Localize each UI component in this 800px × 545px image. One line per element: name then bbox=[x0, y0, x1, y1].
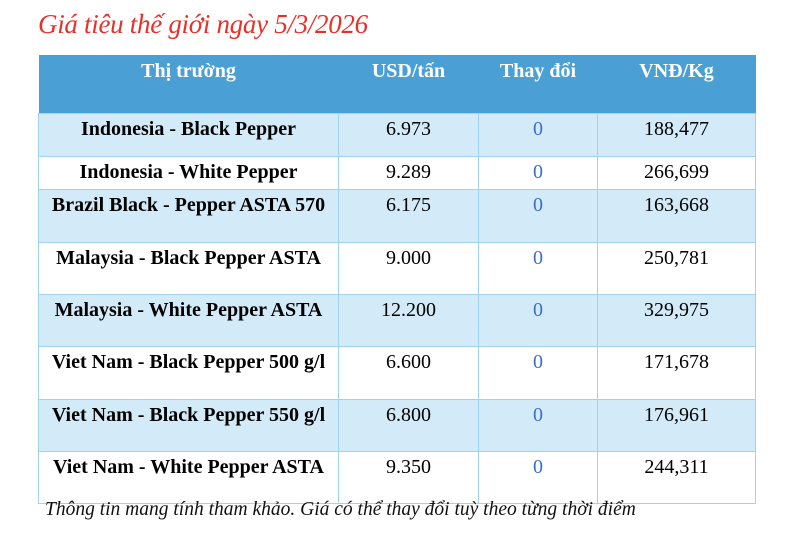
change-cell: 0 bbox=[478, 113, 598, 157]
change-cell: 0 bbox=[478, 189, 598, 243]
usd-price-cell: 9.000 bbox=[338, 242, 479, 295]
table-header: Thị trường USD/tấn Thay đổi VNĐ/Kg bbox=[38, 55, 756, 114]
column-header-usd: USD/tấn bbox=[338, 55, 479, 114]
usd-price-cell: 6.175 bbox=[338, 189, 479, 243]
market-cell: Malaysia - Black Pepper ASTA bbox=[38, 242, 339, 295]
table-row: Indonesia - Black Pepper 6.973 0 188,477 bbox=[38, 113, 756, 157]
market-cell: Malaysia - White Pepper ASTA bbox=[38, 294, 339, 347]
market-cell: Indonesia - White Pepper bbox=[38, 156, 339, 190]
table-row: Malaysia - Black Pepper ASTA 9.000 0 250,78… bbox=[38, 242, 756, 295]
vnd-price-cell: 176,961 bbox=[597, 399, 756, 452]
market-cell: Viet Nam - Black Pepper 550 g/l bbox=[38, 399, 339, 452]
vnd-price-cell: 329,975 bbox=[597, 294, 756, 347]
vnd-price-cell: 188,477 bbox=[597, 113, 756, 157]
usd-price-cell: 12.200 bbox=[338, 294, 479, 347]
table-row: Viet Nam - Black Pepper 500 g/l 6.600 0 171… bbox=[38, 346, 756, 400]
change-cell: 0 bbox=[478, 399, 598, 452]
market-cell: Viet Nam - Black Pepper 500 g/l bbox=[38, 346, 339, 400]
change-cell: 0 bbox=[478, 294, 598, 347]
change-cell: 0 bbox=[478, 451, 598, 504]
market-cell: Brazil Black - Pepper ASTA 570 bbox=[38, 189, 339, 243]
usd-price-cell: 6.973 bbox=[338, 113, 479, 157]
usd-price-cell: 9.350 bbox=[338, 451, 479, 504]
table-row: Viet Nam - White Pepper ASTA 9.350 0 244,31… bbox=[38, 451, 756, 504]
vnd-price-cell: 171,678 bbox=[597, 346, 756, 400]
usd-price-cell: 9.289 bbox=[338, 156, 479, 190]
market-cell: Viet Nam - White Pepper ASTA bbox=[38, 451, 339, 504]
vnd-price-cell: 163,668 bbox=[597, 189, 756, 243]
table-row: Brazil Black - Pepper ASTA 570 6.175 0 163,… bbox=[38, 189, 756, 243]
disclaimer-note: Thông tin mang tính tham khảo. Giá có th… bbox=[45, 499, 636, 520]
market-cell: Indonesia - Black Pepper bbox=[38, 113, 339, 157]
column-header-market: Thị trường bbox=[38, 55, 339, 114]
usd-price-cell: 6.800 bbox=[338, 399, 479, 452]
column-header-vnd: VNĐ/Kg bbox=[597, 55, 756, 114]
usd-price-cell: 6.600 bbox=[338, 346, 479, 400]
table-row: Malaysia - White Pepper ASTA 12.200 0 329,9… bbox=[38, 294, 756, 347]
pepper-price-table: Thị trường USD/tấn Thay đổi VNĐ/Kg Indon… bbox=[38, 55, 756, 504]
change-cell: 0 bbox=[478, 242, 598, 295]
vnd-price-cell: 266,699 bbox=[597, 156, 756, 190]
page-title: Giá tiêu thế giới ngày 5/3/2026 bbox=[38, 9, 368, 39]
change-cell: 0 bbox=[478, 346, 598, 400]
table-row: Viet Nam - Black Pepper 550 g/l 6.800 0 176… bbox=[38, 399, 756, 452]
table-row: Indonesia - White Pepper 9.289 0 266,699 bbox=[38, 156, 756, 190]
column-header-change: Thay đổi bbox=[478, 55, 598, 114]
vnd-price-cell: 250,781 bbox=[597, 242, 756, 295]
vnd-price-cell: 244,311 bbox=[597, 451, 756, 504]
change-cell: 0 bbox=[478, 156, 598, 190]
